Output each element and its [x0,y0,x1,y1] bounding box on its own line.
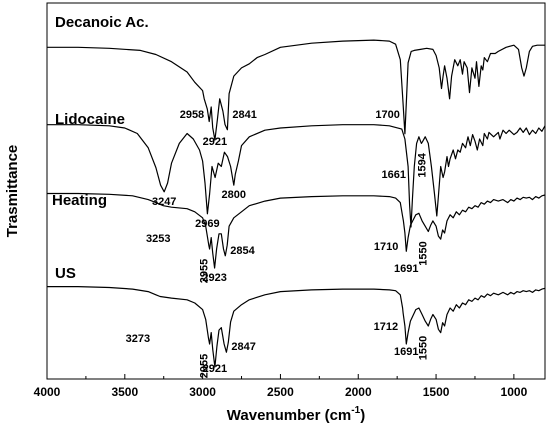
x-tick-label: 1500 [423,385,450,399]
x-tick-label: 3500 [111,385,138,399]
peak-label: 1550 [417,336,429,360]
peak-label: 1710 [374,241,398,253]
peak-label: 2841 [232,109,256,121]
x-tick-label: 1000 [501,385,528,399]
series-labels: Decanoic Ac. Lidocaine Heating US [52,14,149,282]
x-tick-label: 3000 [189,385,216,399]
spectrum-line [47,286,546,368]
x-axis-title-close: ) [360,407,365,424]
spectra-group [47,39,546,368]
peak-label: 2854 [230,245,255,257]
peak-label: 3253 [146,233,170,245]
peak-label: 2969 [195,218,219,230]
peak-label: 1700 [375,109,399,121]
x-axis-title-main: Wavenumber (cm [227,407,351,424]
peak-label: 3273 [126,333,150,345]
series-name-label: US [55,265,76,282]
peak-label: 1691 [394,346,418,358]
series-name-label: Lidocaine [55,111,125,128]
spectrum-line [47,39,545,141]
peak-label: 2921 [203,363,227,375]
x-tick-label: 2000 [345,385,372,399]
peak-label: 1594 [416,152,428,177]
peak-label: 1550 [417,241,429,265]
x-tick-label: 2500 [267,385,294,399]
peak-label: 1712 [374,321,398,333]
peak-label: 2958 [180,109,204,121]
y-axis-title: Trasmittance [4,145,21,238]
peak-label: 1661 [382,169,406,181]
peak-labels: 2958 2921 2841 1700 3247 2969 2800 1661 1594 3253… [126,109,430,378]
peak-label: 2955 [199,259,211,283]
peak-label: 2955 [199,354,211,378]
peak-label: 3247 [152,196,176,208]
spectrum-line [47,124,546,228]
peak-label: 1691 [394,263,418,275]
x-axis-title-superscript: -1 [351,405,360,416]
peak-label: 2800 [222,189,246,201]
peak-label: 2921 [203,136,227,148]
peak-label: 2847 [231,341,255,353]
peak-label: 2923 [202,272,226,284]
x-tick-label: 4000 [34,385,61,399]
x-axis-title: Wavenumber (cm-1) [227,405,365,424]
x-axis-ticks: 4000 3500 3000 2500 2000 1500 1000 [34,374,528,399]
spectrum-line [47,192,546,269]
series-name-label: Heating [52,192,107,209]
plot-frame [46,2,546,380]
series-name-label: Decanoic Ac. [55,14,149,31]
